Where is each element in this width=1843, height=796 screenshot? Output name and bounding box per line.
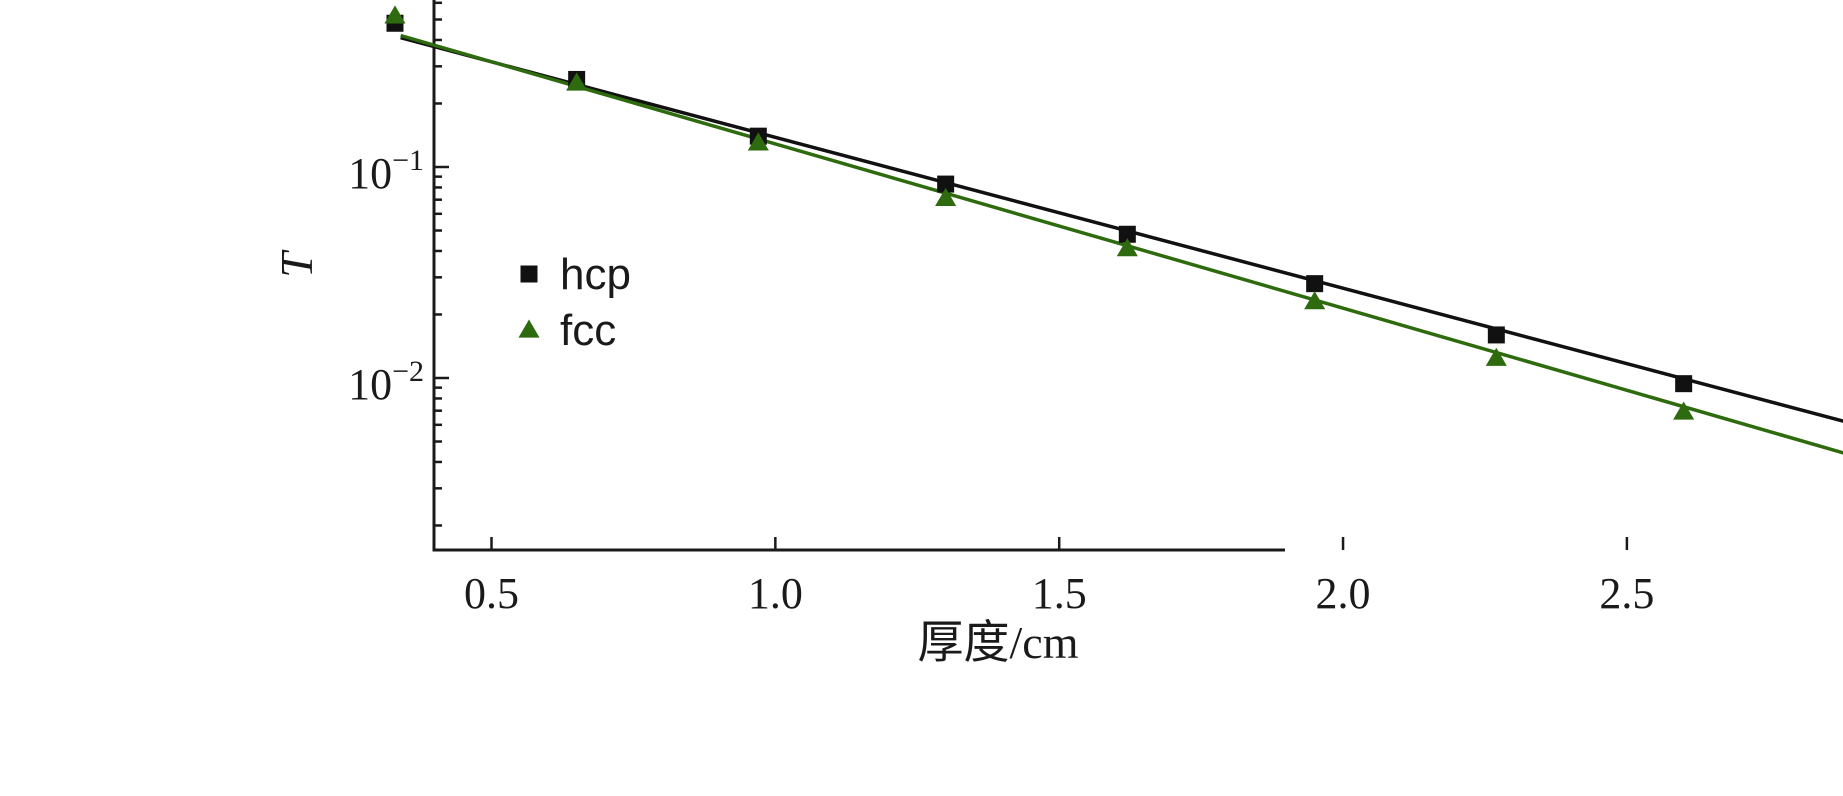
y-tick-label: 10−1 xyxy=(348,144,424,198)
axes: 0.51.01.52.02.53.010−110−2 xyxy=(348,0,1654,618)
hcp-point xyxy=(1118,225,1136,243)
fcc-point xyxy=(1673,401,1695,420)
fcc-fit-line xyxy=(400,33,1843,455)
hcp-point xyxy=(937,175,955,193)
fcc-point xyxy=(747,132,769,151)
x-tick-label: 1.0 xyxy=(748,569,803,618)
fcc-point xyxy=(1485,347,1507,366)
x-tick-label: 1.5 xyxy=(1032,569,1087,618)
x-tick-label: 2.5 xyxy=(1599,569,1654,618)
x-tick-label: 2.0 xyxy=(1316,569,1371,618)
fit-lines xyxy=(400,33,1843,455)
hcp-fit-line xyxy=(400,36,1843,423)
hcp-point xyxy=(1487,326,1505,344)
x-axis-label: 厚度/cm xyxy=(918,617,1079,668)
y-axis-label: T xyxy=(271,249,322,278)
fcc-point xyxy=(1116,238,1138,257)
legend-label-fcc: fcc xyxy=(560,306,616,355)
fcc-point xyxy=(1304,291,1326,310)
legend: hcp fcc xyxy=(518,250,631,355)
x-tick-label: 0.5 xyxy=(464,569,519,618)
legend-marker-fcc xyxy=(518,319,540,338)
data-points xyxy=(384,5,1695,420)
hcp-point xyxy=(1675,375,1693,393)
y-tick-label: 10−2 xyxy=(348,355,424,409)
legend-marker-hcp xyxy=(520,265,538,283)
fcc-point xyxy=(935,187,957,206)
fcc-point xyxy=(566,72,588,91)
fcc-point xyxy=(384,5,406,24)
hcp-point xyxy=(1306,275,1324,293)
legend-label-hcp: hcp xyxy=(560,250,631,299)
